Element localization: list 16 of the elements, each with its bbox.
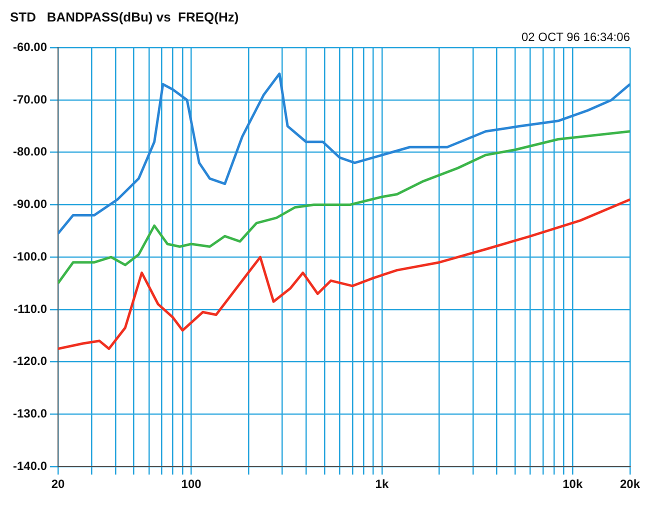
- y-tick-label: -140.0: [12, 458, 48, 473]
- y-tick-label: -80.00: [12, 144, 48, 159]
- chart-title: STD BANDPASS(dBu) vs FREQ(Hz): [10, 9, 239, 24]
- y-tick-label: -90.00: [12, 197, 48, 212]
- x-tick-label: 100: [181, 477, 202, 492]
- x-tick-label: 20k: [620, 477, 640, 492]
- y-tick-label: -130.0: [12, 406, 48, 421]
- y-tick-label: -110.0: [14, 302, 48, 316]
- x-tick-label: 1k: [375, 477, 389, 492]
- y-tick-label: -100.0: [12, 249, 48, 264]
- x-tick-label: 20: [51, 477, 66, 492]
- y-tick-label: -70.00: [12, 92, 48, 106]
- y-tick-label: -120.0: [12, 354, 48, 368]
- x-tick-label: 10k: [562, 477, 583, 492]
- text: 02 OCT 96 16:34:06: [521, 30, 630, 44]
- y-tick-label: -60.00: [12, 40, 48, 54]
